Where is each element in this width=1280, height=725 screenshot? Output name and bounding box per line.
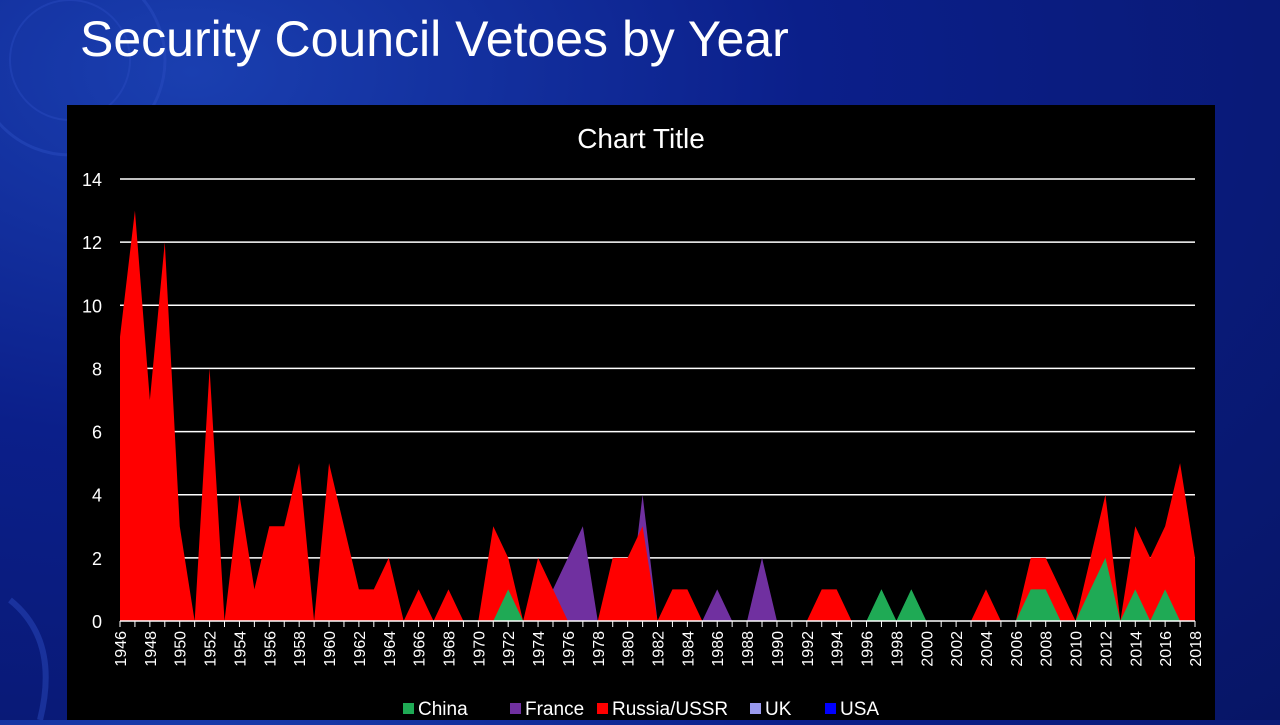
legend-label: France	[525, 699, 584, 720]
x-tick-label: 2018	[1188, 631, 1205, 667]
legend: China France Russia/USSR UK USA	[403, 699, 879, 720]
x-tick-label: 1948	[143, 631, 160, 667]
y-tick-label: 14	[82, 170, 102, 190]
x-tick-label: 2002	[949, 631, 966, 667]
y-tick-label: 6	[92, 423, 102, 443]
x-tick-label: 2006	[1009, 631, 1026, 667]
legend-swatch	[510, 703, 521, 714]
x-tick-label: 2000	[919, 631, 936, 667]
x-tick-label: 1958	[292, 631, 309, 667]
y-tick-label: 8	[92, 359, 102, 379]
y-tick-label: 4	[92, 486, 102, 506]
x-tick-label: 1950	[173, 631, 190, 667]
legend-swatch	[750, 703, 761, 714]
x-tick-label: 1956	[262, 631, 279, 667]
area-chart: Chart Title 0 2 4 6 8 10 12 14 1946 1948 1950 1952…	[82, 123, 1205, 720]
area-china-overlay	[493, 557, 1181, 621]
x-tick-label: 1964	[382, 631, 399, 667]
x-tick-label: 2010	[1069, 631, 1086, 667]
x-tick-label: 1992	[800, 631, 817, 667]
x-tick-label: 1970	[471, 631, 488, 667]
x-tick-label: 2012	[1098, 631, 1115, 667]
legend-swatch	[825, 703, 836, 714]
legend-label: USA	[840, 699, 879, 720]
x-tick-label: 1978	[591, 631, 608, 667]
x-axis: 1946 1948 1950 1952 1954 1956 1958 1960 1962 1964…	[113, 620, 1205, 667]
x-tick-label: 1972	[501, 631, 518, 667]
x-tick-label: 1996	[860, 631, 877, 667]
x-tick-label: 1952	[203, 631, 220, 667]
x-tick-label: 1988	[740, 631, 757, 667]
x-tick-label: 1960	[322, 631, 339, 667]
x-tick-label: 1984	[680, 631, 697, 667]
legend-label: UK	[765, 699, 792, 720]
x-tick-label: 1968	[441, 631, 458, 667]
x-tick-label: 1982	[651, 631, 668, 667]
legend-label: China	[418, 699, 468, 720]
x-tick-label: 1954	[232, 631, 249, 667]
x-tick-label: 2014	[1128, 631, 1145, 667]
x-tick-label: 2004	[979, 631, 996, 667]
area-russia-ussr	[120, 210, 1195, 622]
x-tick-label: 1976	[561, 631, 578, 667]
chart-panel: Chart Title 0 2 4 6 8 10 12 14 1946 1948 1950 1952…	[67, 105, 1215, 720]
x-tick-label: 1962	[352, 631, 369, 667]
y-tick-label: 2	[92, 549, 102, 569]
x-tick-label: 1966	[412, 631, 429, 667]
slide-title: Security Council Vetoes by Year	[80, 11, 789, 67]
legend-swatch	[597, 703, 608, 714]
x-tick-label: 1998	[889, 631, 906, 667]
chart-title: Chart Title	[577, 123, 705, 154]
x-tick-label: 2008	[1039, 631, 1056, 667]
grid-lines	[120, 178, 1195, 559]
x-tick-label: 1946	[113, 631, 130, 667]
x-tick-label: 2016	[1158, 631, 1175, 667]
y-axis: 0 2 4 6 8 10 12 14	[82, 170, 102, 632]
x-tick-label: 1994	[830, 631, 847, 667]
y-tick-label: 0	[92, 612, 102, 632]
y-tick-label: 12	[82, 233, 102, 253]
x-tick-label: 1986	[710, 631, 727, 667]
y-tick-label: 10	[82, 296, 102, 316]
legend-label: Russia/USSR	[612, 699, 728, 720]
x-tick-label: 1974	[531, 631, 548, 667]
x-tick-label: 1980	[621, 631, 638, 667]
series-areas	[120, 210, 1195, 622]
legend-swatch	[403, 703, 414, 714]
x-tick-label: 1990	[770, 631, 787, 667]
